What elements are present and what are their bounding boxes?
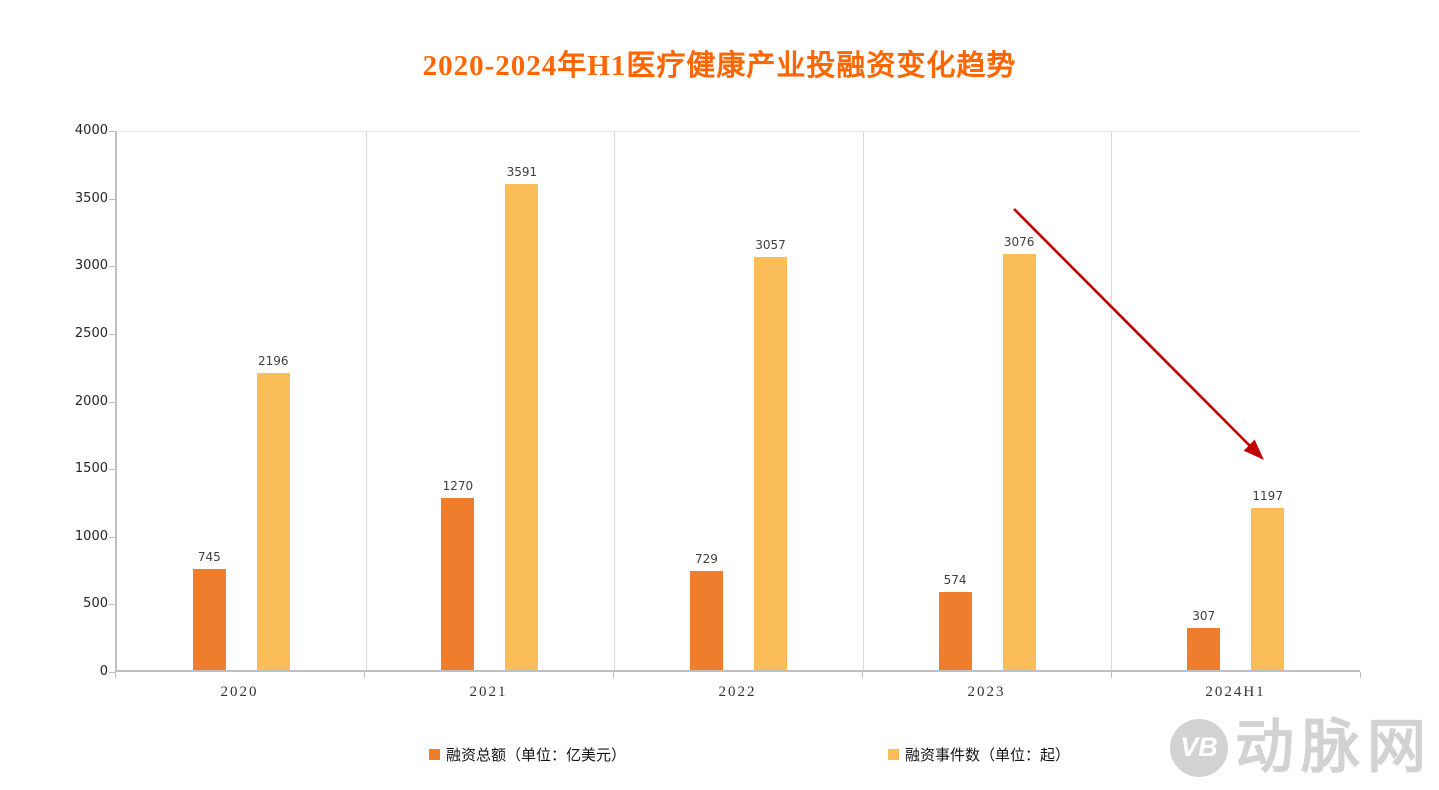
- x-tick-mark: [1360, 672, 1361, 678]
- bar-series1-2021: 1270: [441, 479, 475, 670]
- y-tick-mark: [109, 672, 115, 673]
- category-separator-line: [614, 132, 616, 670]
- category-separator-line: [862, 132, 864, 670]
- bar-value-label: 3591: [506, 165, 538, 179]
- bar-value-label: 745: [197, 550, 221, 564]
- x-tick-label: 2023: [967, 684, 1006, 700]
- y-tick-mark: [109, 604, 115, 606]
- y-tick-label: 4000: [74, 123, 108, 138]
- bar-series1-2023: 574: [938, 573, 972, 670]
- legend-label: 融资总额（单位：亿美元）: [445, 746, 626, 764]
- y-tick-mark: [109, 536, 115, 538]
- bar-series2-2020: 2196: [256, 354, 290, 670]
- chart-title: 2020-2024年H1医疗健康产业投融资变化趋势: [422, 50, 1017, 82]
- legend-swatch-icon: [888, 749, 899, 760]
- y-tick-label: 2000: [74, 393, 108, 409]
- watermark: VB 动脉网: [1169, 714, 1433, 780]
- y-tick-label: 3000: [74, 258, 108, 274]
- category-group: 1270 3591: [366, 132, 615, 670]
- legend-item: 融资总额（单位：亿美元）: [428, 744, 626, 765]
- y-tick-mark: [109, 333, 115, 335]
- x-tick-mark: [364, 672, 365, 678]
- category-group: 745 2196: [117, 132, 366, 670]
- legend: 融资总额（单位：亿美元） 融资事件数（单位：起）: [30, 744, 1439, 765]
- category-group: 574 3076: [863, 132, 1112, 670]
- bar-series2-2022: 3057: [753, 238, 787, 670]
- y-tick-label: 500: [83, 596, 108, 612]
- y-tick-label: 0: [99, 664, 108, 679]
- bar-series1-2024H1: 307: [1187, 609, 1221, 670]
- bar-series1-2020: 745: [192, 550, 226, 670]
- y-tick-mark: [109, 469, 115, 471]
- vb-logo-icon: VB: [1169, 718, 1228, 777]
- bar-series2-2021: 3591: [505, 165, 539, 670]
- y-tick-label: 1000: [74, 528, 108, 544]
- x-axis: 2020 2021 2022 2023 2024H1: [115, 684, 1360, 710]
- x-tick-label: 2020: [220, 684, 259, 700]
- x-tick-mark: [115, 672, 116, 678]
- bar-series2-2024H1: 1197: [1251, 489, 1285, 670]
- bar-value-label: 3076: [1003, 235, 1035, 249]
- bar-series2-2023: 3076: [1002, 235, 1036, 670]
- plot-area: 745 2196 1270 3591 729 3057 574 3076 307 1197: [115, 131, 1360, 672]
- bar-value-label: 2196: [258, 354, 289, 368]
- y-tick-label: 2500: [74, 325, 108, 341]
- x-tick-label: 2022: [718, 684, 757, 700]
- x-tick-mark: [613, 672, 614, 678]
- y-tick-label: 3500: [74, 190, 108, 206]
- x-tick-mark: [862, 672, 863, 678]
- bar-value-label: 3057: [755, 238, 786, 252]
- y-axis: 0 500 1000 1500 2000 2500 3000 3500 4000: [28, 123, 108, 679]
- y-tick-mark: [109, 401, 115, 403]
- category-group: 729 3057: [614, 132, 863, 670]
- x-tick-mark: [1111, 672, 1112, 678]
- legend-swatch-icon: [428, 749, 440, 760]
- bar-series1-2022: 729: [689, 552, 723, 670]
- bar-value-label: 1270: [442, 479, 474, 493]
- bar-value-label: 1197: [1252, 489, 1283, 503]
- x-tick-label: 2021: [469, 684, 508, 700]
- category-separator-line: [365, 132, 367, 670]
- watermark-brand-text: 动脉网: [1234, 714, 1433, 780]
- bar-value-label: 729: [695, 552, 718, 566]
- y-tick-mark: [109, 198, 115, 200]
- legend-item: 融资事件数（单位：起）: [888, 744, 1070, 765]
- y-tick-label: 1500: [74, 461, 108, 477]
- y-tick-mark: [109, 131, 115, 132]
- legend-label: 融资事件数（单位：起）: [905, 746, 1071, 764]
- y-tick-mark: [109, 266, 115, 268]
- bar-value-label: 307: [1192, 609, 1216, 623]
- category-group: 307 1197: [1111, 132, 1360, 670]
- x-tick-label: 2024H1: [1205, 684, 1266, 700]
- bar-value-label: 574: [943, 573, 967, 587]
